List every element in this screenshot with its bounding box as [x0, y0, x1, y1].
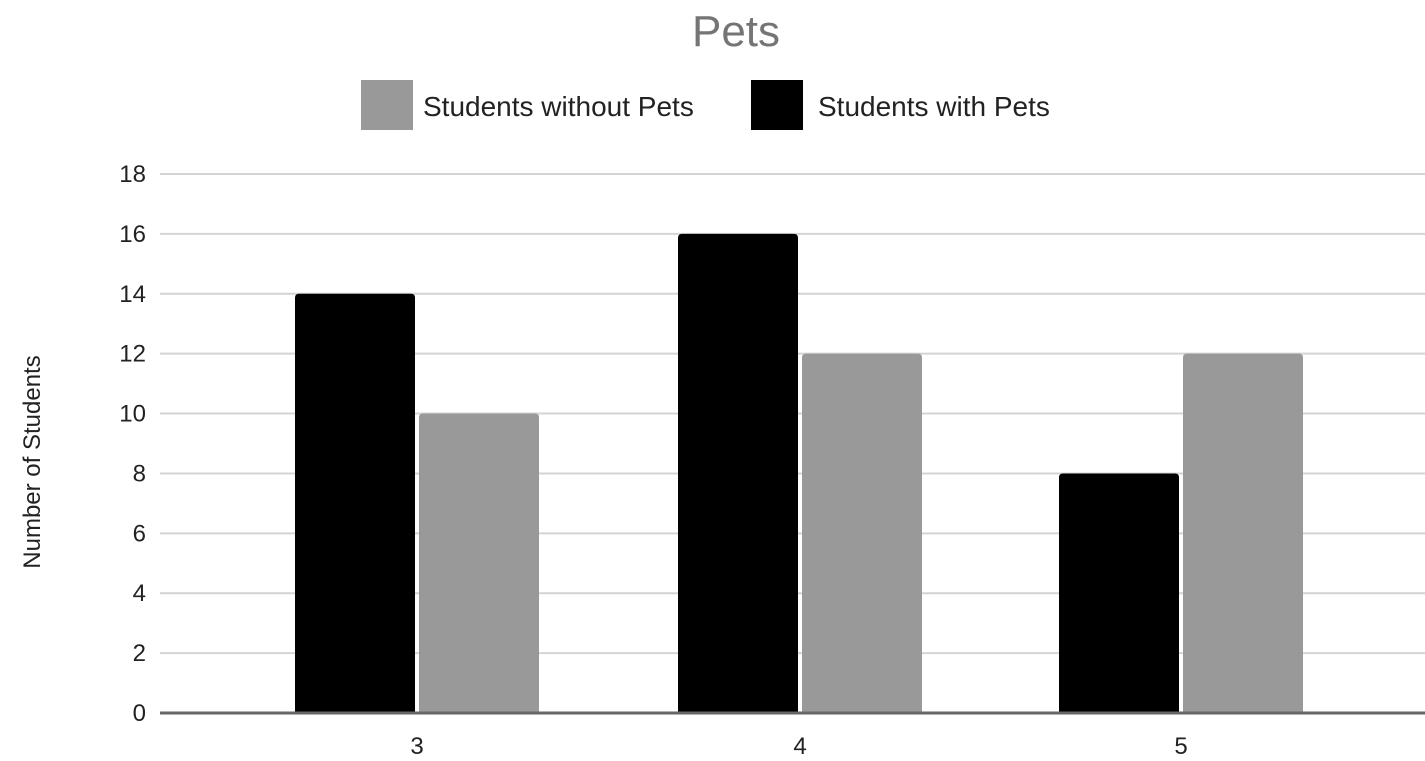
bar-students-without-pets-3: [419, 413, 539, 713]
y-axis-ticks: 0 2 4 6 8 10 12 14 16 18: [119, 161, 146, 727]
y-tick-label: 2: [133, 640, 146, 667]
y-tick-label: 12: [119, 341, 146, 368]
legend: Students without Pets Students with Pets: [361, 80, 1050, 130]
y-tick-label: 6: [133, 520, 146, 547]
y-axis-label: Number of Students: [19, 355, 46, 568]
bar-students-with-pets-3: [295, 293, 415, 713]
legend-label-students-without-pets: Students without Pets: [423, 91, 694, 122]
chart-title: Pets: [692, 7, 780, 56]
x-tick-label: 4: [793, 733, 806, 760]
bar-students-without-pets-5: [1183, 353, 1303, 713]
y-tick-label: 8: [133, 460, 146, 487]
y-tick-label: 4: [133, 580, 146, 607]
x-tick-label: 5: [1174, 733, 1187, 760]
bar-students-with-pets-4: [678, 233, 798, 713]
legend-label-students-with-pets: Students with Pets: [818, 91, 1050, 122]
bar-students-with-pets-5: [1059, 473, 1179, 713]
y-tick-label: 14: [119, 281, 146, 308]
y-tick-label: 18: [119, 161, 146, 188]
y-tick-label: 10: [119, 401, 146, 428]
y-tick-label: 16: [119, 221, 146, 248]
x-tick-label: 3: [410, 733, 423, 760]
x-axis-ticks: 3 4 5: [410, 733, 1187, 760]
legend-swatch-students-without-pets: [361, 80, 413, 130]
bars: [295, 233, 1303, 713]
y-tick-label: 0: [133, 700, 146, 727]
legend-swatch-students-with-pets: [751, 80, 803, 130]
bar-students-without-pets-4: [802, 353, 922, 713]
